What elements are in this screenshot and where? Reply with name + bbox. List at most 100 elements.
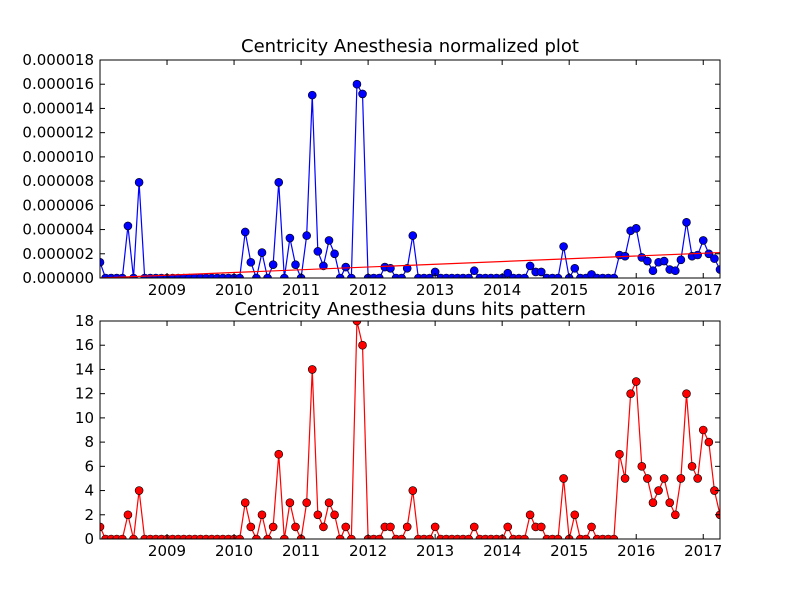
top-series-0-point-28 — [252, 273, 261, 278]
top-series-0-point-31 — [268, 260, 278, 269]
duns-hits-panel: 0 2 4 6 8 10 12 14 16 18 2009 2010 2011 2012 2013 2014 2… — [75, 312, 722, 560]
bottom-series-0-point-100 — [654, 486, 663, 495]
top-series-0-point-104 — [676, 255, 686, 265]
bottom-series-0-point-104 — [676, 474, 686, 483]
top-x-tick-label-5: 2014 — [483, 281, 521, 299]
bottom-series-0-point-46 — [352, 321, 362, 326]
top-series-0-point-92 — [609, 273, 619, 278]
bottom-y-tick-label-1: 2 — [84, 506, 94, 524]
bottom-x-tick-label-0: 2009 — [148, 542, 186, 560]
top-series-0-point-98 — [643, 256, 652, 266]
bottom-x-tick-label-1: 2010 — [215, 542, 253, 560]
bottom-series-0-point-87 — [581, 534, 591, 539]
bottom-series-0-point-50 — [374, 534, 384, 539]
chart-title-top: Centricity Anesthesia normalized plot — [241, 36, 579, 57]
top-y-tick-label-1: 0.000002 — [22, 245, 94, 263]
top-series-0-point-82 — [553, 273, 563, 278]
top-y-tick-label-6: 0.000012 — [22, 124, 94, 142]
top-series-0-point-35 — [291, 260, 300, 269]
bottom-series-0-point-55 — [402, 522, 412, 532]
top-series-0-point-27 — [246, 257, 256, 267]
top-series-0-point-54 — [397, 273, 406, 278]
top-series-0-point-41 — [324, 236, 334, 245]
top-series-0-point-46 — [352, 79, 362, 89]
top-y-tick-label-2: 0.000004 — [22, 221, 94, 239]
bottom-series-0-point-60 — [430, 522, 440, 532]
bottom-series-0-point-33 — [280, 534, 289, 539]
bottom-series-0-point-39 — [313, 510, 323, 520]
top-x-tick-label-4: 2013 — [416, 281, 454, 299]
bottom-y-tick-label-6: 12 — [75, 385, 94, 403]
top-x-tick-label-7: 2016 — [617, 281, 655, 299]
bottom-series-0-point-67 — [469, 522, 479, 532]
bottom-x-tick-label-5: 2014 — [483, 542, 521, 560]
top-series-0-point-40 — [319, 261, 328, 271]
top-series-0-point-47 — [358, 89, 367, 99]
bottom-series-0-point-107 — [693, 474, 702, 483]
top-series-0-point-25 — [235, 273, 244, 278]
bottom-series-0-point-98 — [643, 474, 652, 483]
bottom-series-0-point-56 — [408, 486, 418, 495]
bottom-x-tick-label-4: 2013 — [416, 542, 454, 560]
bottom-series-0-point-45 — [347, 534, 356, 539]
top-series-0-point-103 — [671, 266, 680, 276]
bottom-series-0-point-30 — [263, 534, 272, 539]
bottom-series-0-point-43 — [335, 534, 345, 539]
top-series-0-point-43 — [335, 273, 345, 278]
top-series-0-point-7 — [134, 178, 144, 187]
bottom-series-0-point-77 — [525, 510, 535, 520]
bottom-series-0-point-0 — [100, 522, 105, 532]
bottom-y-tick-label-9: 18 — [75, 312, 94, 330]
normalized-plot-panel: 0.000000 0.000002 0.000004 0.000006 0.000008… — [22, 51, 722, 299]
bottom-series-0-point-32 — [274, 449, 284, 459]
top-series-0-point-45 — [347, 273, 356, 278]
top-series-0-point-105 — [682, 217, 691, 227]
top-series-0-point-66 — [464, 273, 473, 278]
bottom-series-0-point-42 — [330, 510, 339, 520]
bottom-series-0-point-85 — [570, 510, 580, 520]
bottom-series-0-point-7 — [134, 486, 144, 495]
bottom-series-0-point-31 — [268, 522, 278, 532]
bottom-series-0-point-40 — [319, 522, 328, 532]
top-plot-area — [100, 79, 720, 278]
top-y-tick-label-4: 0.000008 — [22, 172, 94, 190]
bottom-x-tick-label-3: 2012 — [349, 542, 387, 560]
bottom-series-0-point-29 — [257, 510, 267, 520]
bottom-y-tick-label-2: 4 — [84, 482, 94, 500]
top-series-0-point-107 — [693, 250, 702, 260]
bottom-y-tick-label-8: 16 — [75, 336, 94, 354]
bottom-series-0-point-92 — [609, 534, 619, 539]
bottom-series-0-point-96 — [631, 377, 641, 386]
top-x-tick-label-2: 2011 — [282, 281, 320, 299]
top-y-tick-label-7: 0.000014 — [22, 99, 94, 117]
top-series-0-line — [100, 82, 720, 278]
bottom-series-0-point-105 — [682, 389, 691, 398]
bottom-series-0-point-25 — [235, 534, 244, 539]
bottom-series-0-point-97 — [637, 462, 647, 471]
top-y-tick-label-3: 0.000006 — [22, 196, 94, 214]
top-series-0-point-110 — [710, 254, 719, 263]
bottom-series-0-point-102 — [665, 498, 675, 507]
top-series-0-point-30 — [263, 273, 272, 278]
top-series-0-point-44 — [341, 262, 351, 272]
top-series-0-point-73 — [503, 268, 513, 278]
top-series-0-point-79 — [536, 267, 546, 277]
bottom-series-0-point-26 — [240, 498, 250, 507]
bottom-y-tick-label-7: 14 — [75, 360, 94, 378]
top-series-0-point-99 — [648, 266, 658, 276]
bottom-series-0-point-41 — [324, 498, 334, 507]
top-series-0-point-34 — [285, 233, 295, 243]
top-x-tick-label-3: 2012 — [349, 281, 387, 299]
bottom-y-tick-label-0: 0 — [84, 530, 94, 548]
bottom-series-0-point-37 — [302, 498, 311, 507]
bottom-series-0-point-94 — [620, 474, 630, 483]
top-x-tick-label-1: 2010 — [215, 281, 253, 299]
top-series-0-point-67 — [469, 266, 479, 276]
bottom-y-tick-label-5: 10 — [75, 409, 94, 427]
bottom-x-tick-label-7: 2016 — [617, 542, 655, 560]
bottom-series-0-point-83 — [559, 474, 568, 483]
bottom-series-0-point-95 — [626, 389, 635, 398]
top-series-0-point-108 — [698, 236, 708, 245]
top-x-tick-label-0: 2009 — [148, 281, 186, 299]
top-series-0-point-32 — [274, 178, 284, 187]
